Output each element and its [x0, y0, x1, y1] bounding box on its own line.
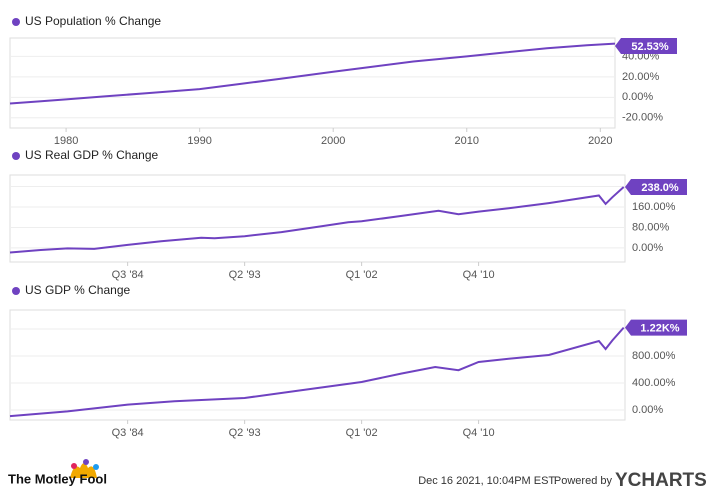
value-label: 238.0%	[625, 179, 687, 196]
plot-frame	[9, 174, 626, 263]
value-label-text: 52.53%	[631, 41, 669, 53]
provider: YCHARTS	[615, 470, 707, 491]
x-tick-label: Q1 '02	[346, 269, 378, 281]
y-tick-label: 0.00%	[632, 242, 663, 254]
legend-marker	[12, 152, 20, 160]
legend-marker	[12, 287, 20, 295]
x-tick-label: 2020	[588, 135, 612, 147]
value-label-text: 238.0%	[641, 182, 679, 194]
value-label-box	[625, 319, 687, 336]
legend-label: US GDP % Change	[25, 283, 130, 297]
legend-label: US Population % Change	[25, 14, 161, 28]
y-tick-label: 80.00%	[632, 221, 670, 233]
timestamp: Dec 16 2021, 10:04PM EST.	[418, 475, 557, 487]
x-tick-label: 1980	[54, 135, 78, 147]
value-label-box	[625, 179, 687, 196]
plot-frame	[9, 309, 626, 421]
x-tick-label: Q1 '02	[346, 427, 378, 439]
value-label: 52.53%	[615, 38, 677, 54]
x-tick-label: Q2 '93	[229, 427, 261, 439]
series-line	[9, 42, 616, 105]
brand: The Motley Fool	[8, 471, 107, 486]
plot-frame	[9, 37, 616, 129]
x-tick-label: 2000	[321, 135, 345, 147]
value-label-box	[615, 38, 677, 54]
footer: The Motley Fool Dec 16 2021, 10:04PM EST…	[8, 459, 707, 491]
x-tick-label: Q3 '84	[112, 269, 144, 281]
value-label-text: 1.22K%	[640, 323, 679, 335]
y-tick-label: 800.00%	[632, 350, 676, 362]
x-tick-label: Q3 '84	[112, 427, 144, 439]
logo-bell	[83, 459, 89, 465]
y-tick-label: 400.00%	[632, 377, 676, 389]
x-tick-label: Q2 '93	[229, 269, 261, 281]
y-tick-label: 0.00%	[632, 404, 663, 416]
series-line	[9, 326, 625, 418]
legend-marker	[12, 18, 20, 26]
logo-bell	[71, 463, 77, 469]
y-tick-label: -20.00%	[622, 112, 663, 124]
legend-label: US Real GDP % Change	[25, 148, 159, 162]
x-tick-label: Q4 '10	[463, 269, 495, 281]
x-tick-label: 2010	[455, 135, 479, 147]
logo-bell	[93, 464, 99, 470]
y-tick-label: 160.00%	[632, 201, 676, 213]
series-line	[9, 186, 625, 254]
x-tick-label: 1990	[187, 135, 211, 147]
powered-by: Powered by	[554, 475, 613, 487]
x-tick-label: Q4 '10	[463, 427, 495, 439]
y-tick-label: 20.00%	[622, 71, 660, 83]
y-tick-label: 0.00%	[622, 91, 653, 103]
value-label: 1.22K%	[625, 319, 687, 336]
